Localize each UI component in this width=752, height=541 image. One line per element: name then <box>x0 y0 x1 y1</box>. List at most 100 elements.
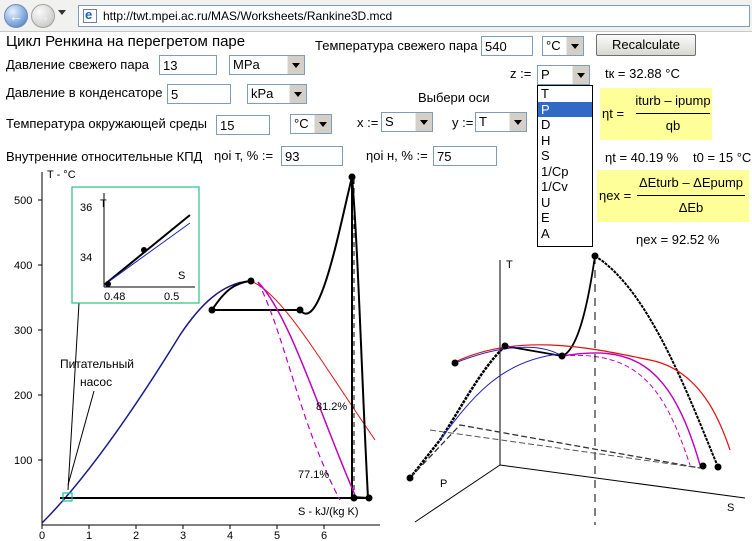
efficiency-curve-2 <box>257 281 341 501</box>
x-axis-value: S <box>385 114 394 129</box>
tenv-unit-value: °C <box>294 116 309 131</box>
eta-ex-denominator: ΔEb <box>678 200 704 215</box>
pump-label-line2: насос <box>80 375 112 389</box>
eta-pump-label: ηoi н, % := <box>366 148 428 163</box>
cycle-line-upper <box>211 280 251 311</box>
x-axis-title: S - kJ/(kg K) <box>298 506 359 518</box>
efficiency-label: Внутренние относительные КПД <box>6 149 203 164</box>
point-2 <box>247 277 255 285</box>
pump-arrow <box>67 390 95 486</box>
t0-unit-select[interactable]: °C <box>542 36 584 56</box>
z-option[interactable]: P <box>538 101 592 117</box>
forward-button[interactable]: → <box>31 4 55 28</box>
x-axis-label: x := <box>357 115 379 130</box>
saturation-liquid-line <box>41 280 251 524</box>
back-button[interactable]: ← <box>4 4 28 28</box>
pump-label-line1: Питательный <box>60 357 134 371</box>
3d-saturation-red <box>452 344 731 451</box>
z-option[interactable]: H <box>541 132 551 148</box>
z-option[interactable]: S <box>541 148 550 163</box>
3d-liquid-line <box>439 353 561 441</box>
y-tick-label: 400 <box>14 260 32 272</box>
eta-turbine-label: ηoi т, % := <box>214 148 274 163</box>
x-tick-label: 0 <box>39 530 45 541</box>
y-tick-label: 300 <box>14 325 32 337</box>
pk-unit-select[interactable]: kPa <box>247 84 307 104</box>
p0-label: Давление свежего пара <box>6 57 150 72</box>
point-5 <box>350 494 358 502</box>
eta-ex-numerator: ΔEturb – ΔEpump <box>638 175 744 190</box>
t0-unit-value: °C <box>546 38 561 53</box>
z-option[interactable]: D <box>541 117 551 132</box>
3d-efficiency-curve <box>561 352 701 466</box>
p0-input[interactable]: 13 <box>159 55 217 75</box>
saturation-vapor-line <box>249 280 376 441</box>
eta-ex-formula: ηex = ΔEturb – ΔEpump ΔEb <box>597 170 749 222</box>
tenv-label: Температура окружающей среды <box>6 116 207 131</box>
x-axis-select[interactable]: S <box>381 112 433 132</box>
x-tick-label: 2 <box>133 530 139 541</box>
3d-p-axis <box>414 464 501 523</box>
pk-input[interactable]: 5 <box>167 84 231 104</box>
t0-input[interactable]: 540 <box>481 36 533 56</box>
inset-x-label: S <box>178 270 185 282</box>
point-1 <box>208 306 216 314</box>
3d-condenser-path <box>409 424 701 479</box>
address-text: http://twt.mpei.ac.ru/MAS/Worksheets/Ran… <box>103 9 393 23</box>
page-title: Цикл Ренкина на перегретом паре <box>6 33 246 50</box>
p0-unit-select[interactable]: MPa <box>229 55 305 75</box>
recalculate-button[interactable]: Recalculate <box>596 34 696 56</box>
tenv-unit-select[interactable]: °C <box>290 114 332 134</box>
z-option[interactable]: A <box>541 225 550 241</box>
eta-t-result: ηt = 40.19 % <box>605 150 679 165</box>
3d-boiler-path <box>504 255 596 357</box>
3d-p-label: P <box>440 478 447 490</box>
cycle-line <box>212 176 369 499</box>
three-d-diagram: T S P <box>406 252 746 525</box>
back-arrow-icon: ← <box>9 8 23 24</box>
3d-s-axis <box>499 464 746 499</box>
3d-t-label: T <box>506 259 513 271</box>
y-tick-label: 200 <box>14 390 32 402</box>
z-axis-dropdown-list[interactable]: T P D H S 1/Cp 1/Cv U E A <box>537 85 593 247</box>
efficiency-label-812: 81.2% <box>316 401 347 413</box>
inset-y-tick-36: 36 <box>80 202 92 214</box>
address-bar[interactable]: http://twt.mpei.ac.ru/MAS/Worksheets/Ran… <box>78 5 750 27</box>
tenv-input[interactable]: 15 <box>216 115 270 135</box>
inset-y-tick-34: 34 <box>80 252 92 264</box>
chevron-down-icon <box>314 115 331 133</box>
x-tick-label: 4 <box>227 530 233 541</box>
t0-label: Температура свежего пара <box>315 38 478 53</box>
eta-pump-input[interactable]: 75 <box>433 146 497 166</box>
3d-efficiency-curve-dashed <box>561 354 691 466</box>
zoom-box <box>62 492 73 502</box>
z-option[interactable]: T <box>541 86 549 101</box>
eta-t-numerator: iturb – ipump <box>635 93 711 108</box>
inset-x-tick-05: 0.5 <box>164 291 179 303</box>
t0-result: t0 = 15 °C <box>693 150 752 165</box>
z-axis-label: z := <box>510 66 532 81</box>
z-option[interactable]: 1/Cp <box>541 163 569 179</box>
eta-turbine-input[interactable]: 93 <box>281 146 343 166</box>
3d-s-label: S <box>727 502 734 514</box>
axes-label: Выбери оси <box>418 90 490 105</box>
3d-pump-path <box>409 345 506 479</box>
eta-t-fraction-line <box>636 113 710 114</box>
3d-saturation-blue <box>454 346 563 364</box>
y-axis-select[interactable]: T <box>475 112 527 132</box>
inset-saturation-line <box>103 222 191 286</box>
y-axis-label: y := <box>452 115 474 130</box>
z-option[interactable]: 1/Cv <box>541 179 568 194</box>
chevron-down-icon <box>289 85 306 103</box>
z-option[interactable]: U <box>541 194 551 210</box>
chevron-down-icon <box>572 66 589 84</box>
efficiency-curve-1 <box>257 281 356 496</box>
eta-t-lhs: ηt = <box>602 106 625 121</box>
forward-arrow-icon: → <box>36 8 50 24</box>
3d-base-line <box>429 429 701 469</box>
inset-y-label: T <box>100 198 107 210</box>
z-option[interactable]: E <box>541 210 550 225</box>
z-axis-select[interactable]: P <box>537 65 590 85</box>
chevron-down-icon <box>287 56 304 74</box>
history-dropdown-icon[interactable] <box>58 10 66 15</box>
